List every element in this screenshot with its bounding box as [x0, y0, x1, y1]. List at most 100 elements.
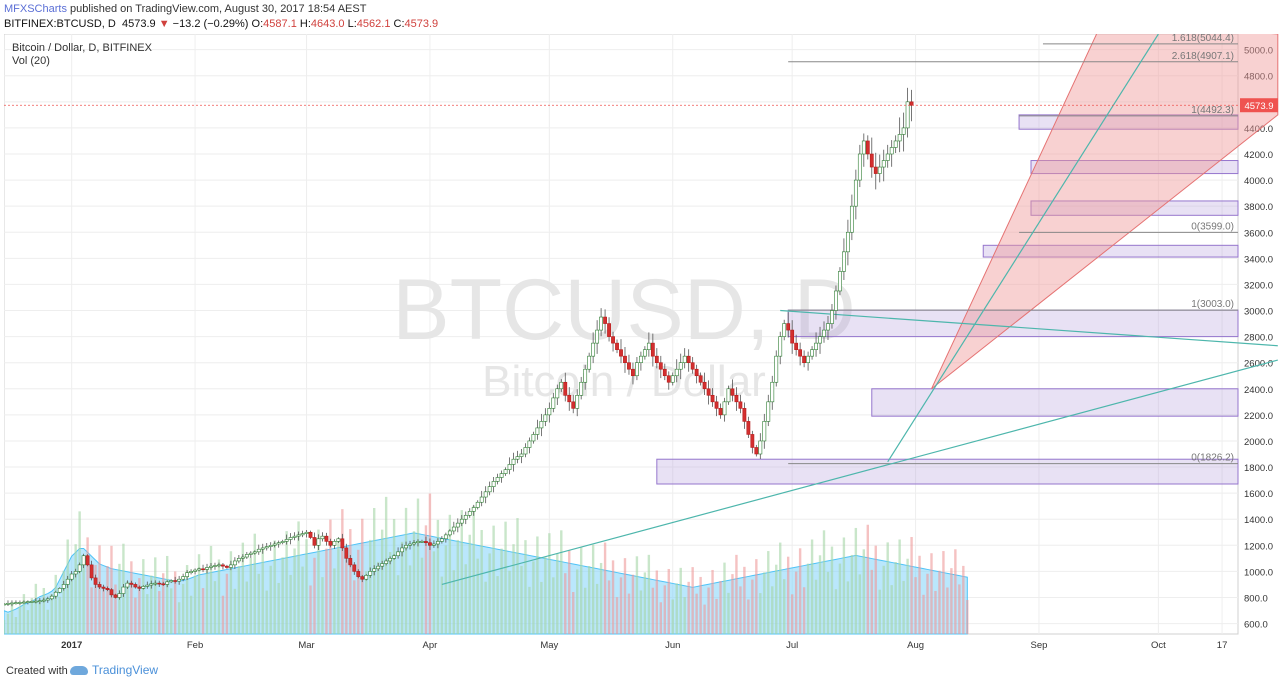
tradingview-logo[interactable]: TradingView — [70, 663, 158, 677]
volume-bar — [293, 548, 296, 634]
support-resistance-zone — [1030, 160, 1239, 175]
candle-body — [519, 453, 524, 457]
candle-body — [356, 571, 361, 577]
volume-bar — [679, 567, 682, 634]
candle-body — [141, 586, 146, 589]
volume-bar — [727, 592, 730, 634]
author-link[interactable]: MFXSCharts — [4, 3, 67, 15]
candle-body — [22, 601, 26, 604]
candle-body — [627, 362, 631, 370]
candle-body — [105, 588, 110, 590]
candle-body — [710, 395, 715, 403]
fib-level-label: 0(1826.2) — [1191, 453, 1234, 464]
volume-bar — [966, 599, 969, 634]
candle-body — [33, 600, 38, 603]
volume-bar — [217, 559, 221, 634]
volume-bar — [587, 565, 591, 634]
volume-bar — [520, 565, 523, 634]
volume-bar — [707, 587, 710, 634]
candle-body — [802, 355, 807, 363]
volume-bar — [468, 534, 471, 634]
candle-body — [642, 349, 647, 357]
volume-bar — [26, 610, 30, 634]
y-tick-label: 1600.0 — [1244, 489, 1273, 500]
volume-bar — [197, 554, 201, 634]
volume-bar — [456, 539, 459, 634]
open-value: 4587.1 — [263, 18, 297, 30]
candle-body — [177, 578, 182, 582]
volume-bar — [58, 596, 61, 634]
y-tick-label: 5000.0 — [1244, 46, 1273, 57]
volume-bar — [6, 613, 10, 634]
candle-body — [718, 408, 723, 416]
candle-body — [535, 427, 540, 435]
price-chart[interactable]: 5000.04800.04600.04400.04200.04000.03800… — [2, 20, 1280, 658]
candle-body — [646, 342, 651, 350]
candle-body — [861, 140, 866, 155]
candle-body — [571, 401, 576, 409]
candle-body — [909, 101, 914, 106]
candle-body — [189, 571, 193, 573]
volume-bar — [878, 589, 881, 634]
volume-bar — [404, 507, 408, 634]
volume-bar — [775, 564, 778, 634]
candle-body — [392, 555, 397, 559]
volume-bar — [767, 551, 770, 634]
candle-body — [244, 554, 249, 558]
candle-body — [842, 251, 846, 272]
x-tick-label: May — [540, 640, 558, 651]
volume-bar — [162, 573, 165, 634]
volume-bar — [209, 545, 213, 634]
volume-bar — [926, 573, 929, 634]
candle-body — [18, 602, 22, 604]
volume-bar — [130, 561, 133, 634]
candle-body — [499, 473, 504, 478]
volume-bar — [400, 541, 404, 634]
candle-body — [185, 572, 190, 577]
volume-bar — [369, 539, 372, 634]
volume-bar — [126, 581, 129, 634]
candle-body — [344, 547, 349, 559]
chart-area[interactable]: 5000.04800.04600.04400.04200.04000.03800… — [2, 20, 1280, 658]
candle-body — [6, 603, 10, 605]
candle-body — [826, 323, 830, 331]
candle-body — [746, 421, 751, 435]
candle-body — [766, 401, 771, 422]
volume-bar — [146, 594, 149, 634]
candle-body — [599, 316, 603, 331]
candle-body — [125, 582, 130, 588]
candle-body — [312, 537, 317, 546]
volume-bar — [719, 581, 722, 634]
candle-body — [889, 147, 894, 155]
candle-body — [471, 507, 476, 512]
candle-body — [603, 316, 607, 324]
candle-body — [256, 548, 261, 553]
volume-bar — [512, 544, 515, 634]
candle-body — [845, 231, 850, 253]
candle-body — [364, 575, 369, 580]
volume-bar — [353, 580, 356, 634]
candle-body — [73, 571, 78, 575]
fib-level-label: 2.618(4907.1) — [1172, 51, 1234, 62]
y-tick-label: 2400.0 — [1244, 385, 1273, 396]
volume-bar — [241, 542, 245, 634]
volume-bar — [818, 555, 822, 634]
candle-body — [360, 576, 365, 580]
volume-bar — [830, 546, 834, 634]
last-price-tag-label: 4573.9 — [1244, 101, 1273, 112]
volume-bar — [882, 565, 885, 634]
support-resistance-zone — [656, 458, 1239, 485]
volume-bar — [277, 582, 280, 634]
volume-bar — [18, 606, 22, 634]
candle-body — [742, 408, 747, 422]
x-tick-label: 17 — [1217, 640, 1228, 651]
volume-bar — [365, 571, 368, 634]
volume-bar — [102, 587, 105, 634]
volume-bar — [106, 565, 109, 634]
candle-body — [738, 401, 743, 409]
candle-body — [639, 355, 643, 363]
candle-body — [221, 564, 225, 567]
candle-body — [770, 381, 775, 403]
volume-bar — [341, 509, 344, 634]
volume-bar — [158, 591, 161, 634]
